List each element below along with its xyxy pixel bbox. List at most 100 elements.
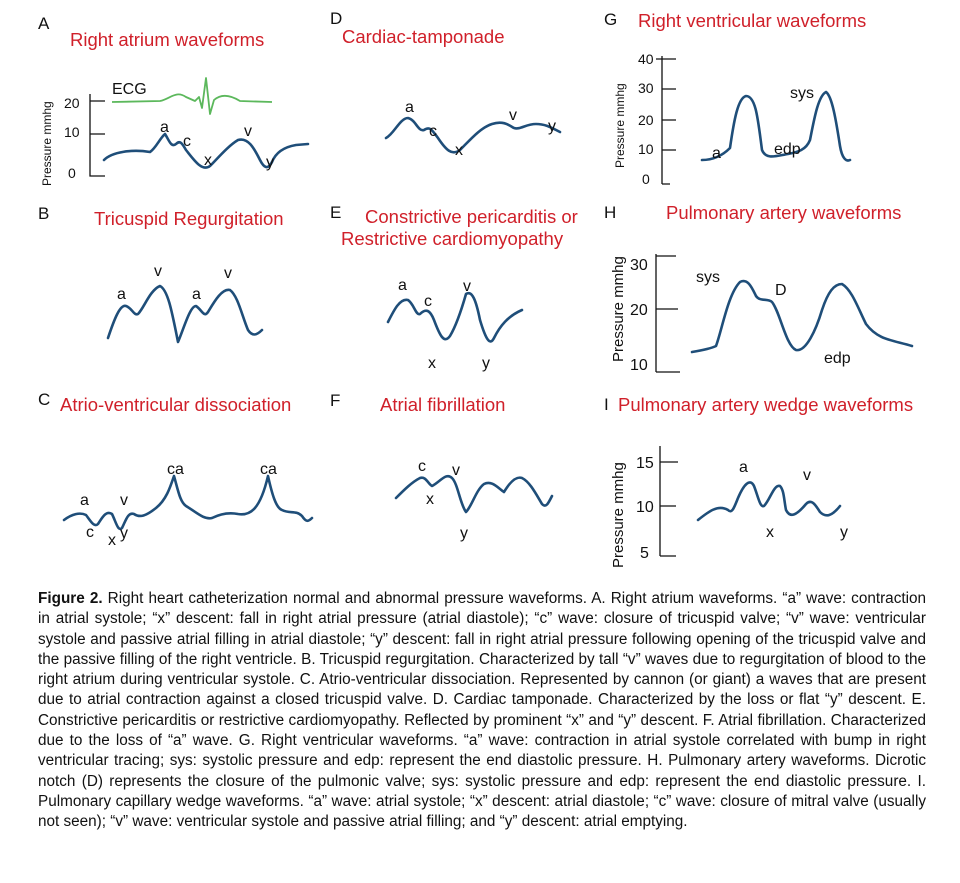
panel-a-label-y: y (266, 154, 274, 171)
caption-heading: Figure 2. (38, 590, 103, 607)
panel-f: F Atrial fibrillation c v x y (330, 391, 554, 542)
panel-c-label-y: y (120, 525, 128, 542)
panel-f-label-c: c (418, 458, 426, 475)
panel-c-label-c: c (86, 524, 94, 541)
panel-d-label-a: a (405, 99, 414, 116)
panel-a-tick-10: 10 (64, 124, 80, 140)
panel-e-letter: E (330, 203, 341, 222)
panel-a-y-axis (89, 94, 105, 177)
panel-c-label-ca1: ca (167, 461, 184, 478)
panel-d-waveform (384, 116, 562, 154)
panel-g-tick-20: 20 (638, 112, 654, 128)
panel-b-label-a2: a (192, 286, 201, 303)
panel-b-label-a1: a (117, 286, 126, 303)
panel-a-title: Right atrium waveforms (70, 29, 264, 50)
panel-f-label-x: x (426, 491, 434, 508)
panel-i-label-v: v (803, 467, 811, 484)
panel-g-letter: G (604, 10, 617, 29)
panel-i-waveform (696, 481, 842, 522)
panel-d-letter: D (330, 9, 342, 28)
panel-g-tick-0: 0 (642, 171, 650, 187)
waveform-figure: A Right atrium waveforms Pressure mmhg 2… (38, 9, 914, 568)
panel-a-ecg-label: ECG (112, 81, 147, 98)
panel-a-label-a: a (160, 119, 169, 136)
panel-b-waveform (106, 284, 264, 344)
panel-h-y-axis (655, 254, 680, 373)
panel-a: A Right atrium waveforms Pressure mmhg 2… (38, 14, 310, 186)
panel-a-label-v: v (244, 123, 252, 140)
panel-g-label-edp: edp (774, 141, 801, 158)
panel-f-label-v: v (452, 462, 460, 479)
panel-h-waveform (690, 279, 914, 354)
panel-h-label-d: D (775, 282, 787, 299)
panel-b: B Tricuspid Regurgitation a v a v (38, 204, 284, 344)
panel-a-tick-20: 20 (64, 95, 80, 111)
panel-i-letter: I (604, 395, 609, 414)
panel-g-waveform (700, 90, 852, 162)
panel-a-letter: A (38, 14, 50, 33)
panel-e-label-v: v (463, 278, 471, 295)
panel-i-label-x: x (766, 524, 774, 541)
panel-c-label-v: v (120, 492, 128, 509)
panel-h-label-edp: edp (824, 350, 851, 367)
panel-e-waveform (386, 291, 524, 343)
panel-e-title-line1: Constrictive pericarditis or (365, 206, 578, 227)
panel-a-label-c: c (183, 133, 191, 150)
panel-b-title: Tricuspid Regurgitation (94, 208, 284, 229)
panel-c-label-x: x (108, 532, 116, 549)
panel-e-label-a: a (398, 277, 407, 294)
panel-c-label-a: a (80, 492, 89, 509)
panel-g-label-sys: sys (790, 85, 814, 102)
panel-c-letter: C (38, 390, 50, 409)
panel-h-title: Pulmonary artery waveforms (666, 202, 901, 223)
panel-d-label-y: y (548, 118, 556, 135)
panel-d-title: Cardiac-tamponade (342, 26, 504, 47)
panel-g-tick-10: 10 (638, 141, 654, 157)
panel-i-tick-15: 15 (636, 455, 654, 472)
panel-d-label-v: v (509, 107, 517, 124)
panel-g-label-a: a (712, 145, 721, 162)
panel-h-tick-20: 20 (630, 302, 648, 319)
panel-b-label-v1: v (154, 263, 162, 280)
panel-g-tick-40: 40 (638, 51, 654, 67)
panel-h-y-axis-title: Pressure mmhg (610, 256, 627, 362)
panel-e-label-c: c (424, 293, 432, 310)
panel-g-y-axis (656, 56, 676, 185)
panel-e: E Constrictive pericarditis or Restricti… (330, 203, 578, 372)
panel-d-label-c: c (429, 123, 437, 140)
panel-i-y-axis-title: Pressure mmhg (610, 462, 627, 568)
panel-h-letter: H (604, 203, 616, 222)
panel-i: I Pulmonary artery wedge waveforms Press… (604, 394, 913, 568)
panel-c-waveform (62, 474, 314, 531)
panel-c: C Atrio-ventricular dissociation a v c x… (38, 390, 314, 549)
panel-i-tick-10: 10 (636, 499, 654, 516)
panel-c-label-ca2: ca (260, 461, 277, 478)
panel-e-title-line2: Restrictive cardiomyopathy (341, 228, 564, 249)
figure-caption: Figure 2. Right heart catheterization no… (38, 589, 926, 833)
panel-f-label-y: y (460, 525, 468, 542)
panel-a-ecg-trace (111, 77, 273, 115)
panel-i-label-y: y (840, 524, 848, 541)
caption-text: Right heart catheterization normal and a… (38, 590, 927, 831)
panel-g: G Right ventricular waveforms Pressure m… (604, 10, 866, 187)
panel-i-y-axis (659, 446, 678, 557)
panel-f-title: Atrial fibrillation (380, 394, 505, 415)
panel-i-title: Pulmonary artery wedge waveforms (618, 394, 913, 415)
panel-e-label-x: x (428, 355, 436, 372)
panel-h-label-sys: sys (696, 269, 720, 286)
panel-e-label-y: y (482, 355, 490, 372)
panel-a-label-x: x (204, 152, 212, 169)
panel-g-tick-30: 30 (638, 80, 654, 96)
panel-d-label-x: x (455, 142, 463, 159)
panel-a-tick-0: 0 (68, 165, 76, 181)
panel-b-letter: B (38, 204, 49, 223)
panel-h-tick-10: 10 (630, 357, 648, 374)
panel-b-label-v2: v (224, 265, 232, 282)
panel-d: D Cardiac-tamponade a c x v y (330, 9, 562, 159)
panel-a-y-axis-title: Pressure mmhg (40, 101, 54, 186)
panel-a-waveform (102, 132, 310, 169)
panel-g-y-axis-title: Pressure mmhg (613, 83, 627, 168)
panel-i-label-a: a (739, 459, 748, 476)
panel-h: H Pulmonary artery waveforms Pressure mm… (604, 202, 914, 374)
panel-i-tick-5: 5 (640, 545, 649, 562)
